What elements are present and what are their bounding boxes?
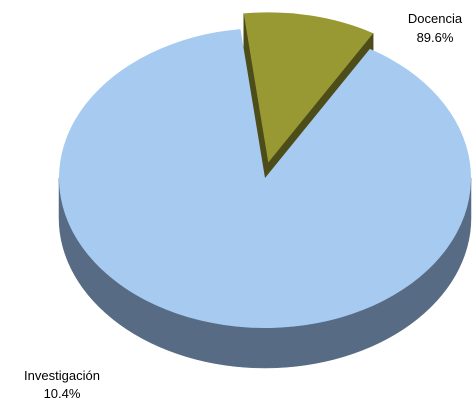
slice-top-docencia [58, 29, 472, 329]
slice-percent-docencia: 89.6% [417, 30, 454, 45]
slice-percent-investigacion: 10.4% [44, 386, 81, 401]
slice-label-investigacion: Investigación [24, 368, 100, 383]
slice-top-investigacion [243, 12, 374, 163]
pie-labels: Docencia 89.6% Investigación 10.4% [24, 11, 463, 401]
slice-label-docencia: Docencia [408, 11, 463, 26]
pie-tops [58, 12, 472, 329]
